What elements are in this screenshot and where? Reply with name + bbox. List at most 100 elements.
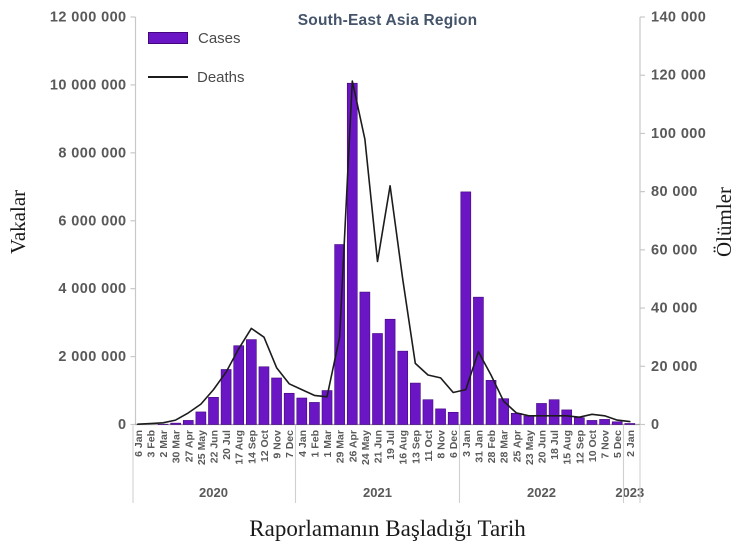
y-left-tick-label: 4 000 000	[58, 281, 126, 297]
y-right-tick-label: 20 000	[651, 359, 698, 375]
y-left-tick-label: 10 000 000	[50, 77, 127, 93]
x-tick-label: 11 Oct	[423, 430, 435, 462]
cases-bar	[574, 417, 585, 425]
chart-title: South-East Asia Region	[297, 12, 478, 29]
cases-bar	[460, 191, 472, 425]
y-left-tick-label: 6 000 000	[58, 213, 126, 229]
x-tick-label: 18 Jul	[549, 430, 561, 460]
x-tick-label: 24 May	[360, 430, 372, 465]
x-tick-label: 7 Dec	[284, 430, 296, 458]
cases-bar	[372, 333, 383, 425]
x-tick-label: 25 Apr	[511, 430, 523, 462]
y-axis-title-left: Vakalar	[6, 189, 30, 255]
cases-bar	[195, 411, 207, 425]
x-tick-label: 20 Jun	[536, 430, 548, 463]
cases-bar	[208, 397, 219, 425]
x-tick-label: 21 Jun	[372, 430, 384, 463]
x-tick-label: 20 Jul	[221, 430, 233, 460]
x-tick-label: 29 Mar	[335, 430, 347, 463]
cases-bar	[510, 412, 522, 425]
y-right-tick-label: 40 000	[651, 301, 698, 317]
y-right-tick-label: 120 000	[651, 68, 706, 84]
x-axis-title: Raporlamanın Başladığı Tarih	[249, 516, 526, 541]
y-right-tick-label: 0	[651, 417, 659, 433]
x-tick-label: 6 Dec	[448, 430, 460, 458]
cases-bar	[422, 399, 434, 425]
x-tick-label: 27 Apr	[183, 430, 195, 462]
y-left-tick-label: 8 000 000	[58, 145, 126, 161]
cases-bar	[548, 399, 560, 425]
cases-swatch-icon	[148, 32, 188, 44]
x-tick-label: 2 Jan	[625, 430, 637, 457]
x-tick-label: 23 May	[524, 430, 536, 465]
deaths-line	[137, 80, 631, 426]
cases-bar	[523, 415, 535, 425]
y-left-tick-label: 2 000 000	[58, 349, 126, 365]
cases-bar	[246, 339, 257, 425]
x-tick-label: 22 Jun	[208, 430, 220, 463]
cases-bar	[258, 366, 270, 425]
cases-bar	[321, 390, 333, 425]
cases-bar	[182, 420, 194, 425]
x-tick-label: 8 Nov	[436, 430, 448, 459]
x-tick-label: 10 Oct	[587, 430, 599, 463]
x-tick-label: 1 Mar	[322, 430, 334, 457]
cases-bar	[346, 82, 358, 425]
cases-bar	[611, 421, 623, 425]
legend-item-cases: Cases	[148, 29, 245, 47]
cases-bar	[271, 377, 282, 425]
x-tick-label: 15 Aug	[562, 430, 574, 465]
x-tick-label: 12 Oct	[259, 430, 271, 463]
cases-bar	[170, 422, 181, 425]
cases-bar	[410, 382, 421, 425]
cases-bar	[498, 398, 509, 425]
cases-bar	[220, 369, 232, 425]
x-tick-label: 14 Sep	[246, 430, 258, 464]
cases-bar	[536, 403, 547, 425]
year-label: 2021	[363, 485, 392, 500]
x-tick-label: 30 Mar	[171, 430, 183, 463]
year-label: 2022	[527, 485, 556, 500]
deaths-line-swatch-icon	[148, 76, 188, 78]
x-tick-label: 5 Dec	[612, 430, 624, 458]
x-tick-label: 6 Jan	[133, 430, 145, 457]
x-tick-label: 2 Mar	[158, 430, 170, 457]
x-tick-label: 28 Feb	[486, 430, 498, 463]
y-axis-title-right: Ölümler	[712, 187, 736, 257]
x-tick-label: 26 Apr	[347, 430, 359, 462]
y-right-tick-label: 80 000	[651, 184, 698, 200]
cases-bar	[359, 291, 371, 425]
cases-bar	[435, 408, 446, 425]
year-label: 2020	[199, 485, 228, 500]
legend: Cases Deaths	[148, 29, 245, 107]
legend-deaths-label: Deaths	[197, 68, 245, 86]
cases-bar	[283, 392, 295, 425]
x-tick-label: 7 Nov	[600, 430, 612, 459]
x-tick-label: 4 Jan	[297, 430, 309, 457]
x-tick-label: 3 Jan	[461, 430, 473, 457]
year-label: 2023	[615, 485, 644, 500]
x-tick-label: 13 Sep	[410, 430, 422, 464]
x-tick-label: 31 Jan	[473, 430, 485, 463]
y-left-tick-label: 0	[118, 417, 126, 433]
x-tick-label: 1 Feb	[309, 430, 321, 457]
x-tick-label: 9 Nov	[272, 430, 284, 459]
cases-bar	[561, 409, 573, 425]
cases-bar	[599, 419, 610, 425]
x-tick-label: 3 Feb	[145, 430, 157, 457]
legend-item-deaths: Deaths	[148, 68, 245, 86]
y-right-tick-label: 100 000	[651, 126, 706, 142]
x-tick-label: 16 Aug	[398, 430, 410, 465]
cases-bar	[485, 380, 497, 425]
x-tick-label: 19 Jul	[385, 430, 397, 460]
y-right-tick-label: 60 000	[651, 242, 698, 258]
cases-bar	[296, 397, 308, 425]
cases-bar	[447, 411, 459, 425]
cases-bar	[233, 345, 245, 425]
x-tick-label: 17 Aug	[234, 430, 246, 465]
cases-bar	[624, 423, 636, 425]
cases-bar	[397, 350, 409, 425]
y-right-tick-label: 140 000	[651, 10, 706, 26]
